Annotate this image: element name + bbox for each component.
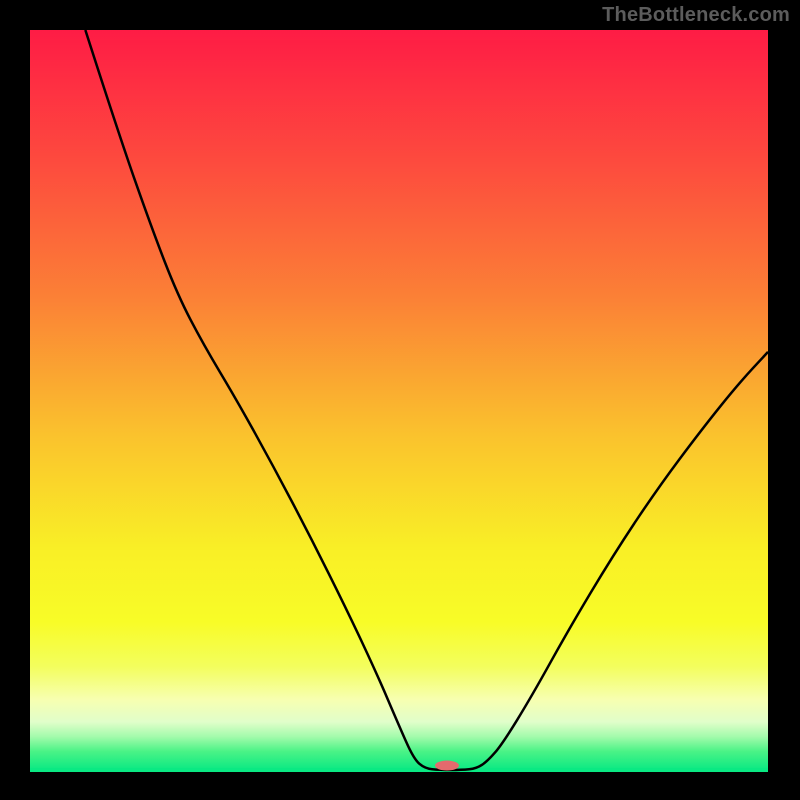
bottleneck-chart: TheBottleneck.com	[0, 0, 800, 800]
watermark-label: TheBottleneck.com	[602, 4, 790, 27]
chart-svg	[0, 0, 800, 800]
plot-background	[30, 30, 768, 770]
optimum-marker	[435, 761, 459, 771]
